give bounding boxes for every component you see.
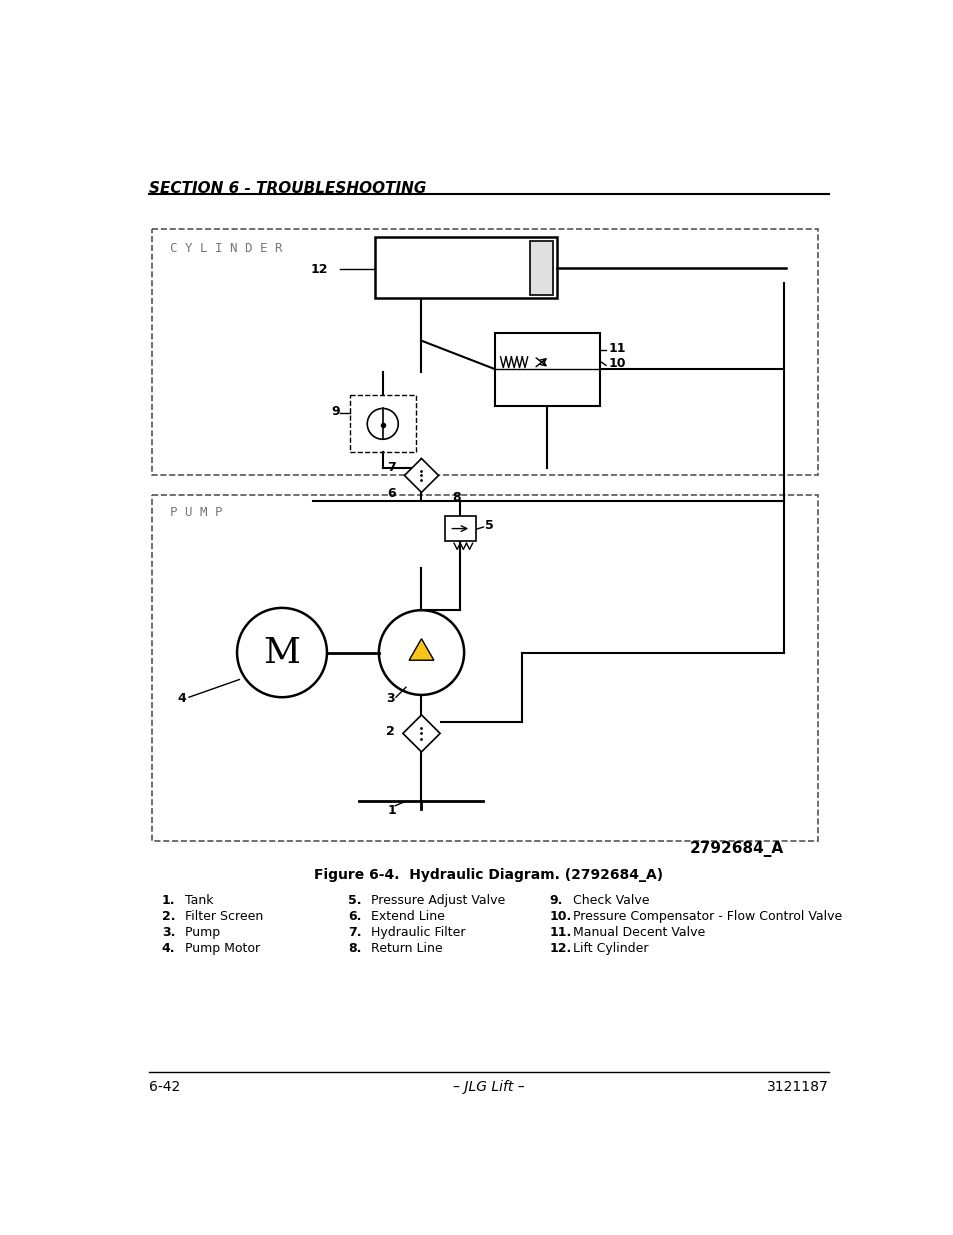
Text: 11: 11: [608, 342, 626, 354]
Text: 12: 12: [311, 263, 328, 275]
Bar: [530, 241, 553, 294]
Text: 5.: 5.: [348, 894, 361, 906]
Bar: [495, 333, 599, 406]
Text: Extend Line: Extend Line: [363, 910, 445, 923]
Text: 3.: 3.: [162, 926, 175, 939]
Bar: [444, 516, 476, 541]
Text: 2.: 2.: [162, 910, 175, 923]
Text: 8: 8: [452, 490, 460, 504]
Text: Filter Screen: Filter Screen: [177, 910, 263, 923]
Text: Check Valve: Check Valve: [564, 894, 649, 906]
Text: 9.: 9.: [549, 894, 562, 906]
Polygon shape: [409, 638, 434, 661]
Text: 10.: 10.: [549, 910, 571, 923]
Text: Pressure Compensator - Flow Control Valve: Pressure Compensator - Flow Control Valv…: [564, 910, 841, 923]
Bar: [152, 228, 818, 475]
Text: 6-42: 6-42: [149, 1079, 180, 1094]
Text: 1: 1: [388, 804, 396, 818]
Text: 11.: 11.: [549, 926, 571, 939]
Text: 9: 9: [331, 405, 340, 417]
Text: Tank: Tank: [177, 894, 213, 906]
Text: 2792684_A: 2792684_A: [689, 841, 783, 857]
Text: 4.: 4.: [162, 942, 175, 955]
Text: 6.: 6.: [348, 910, 361, 923]
Text: 10: 10: [608, 357, 626, 370]
Polygon shape: [402, 715, 439, 752]
Text: – JLG Lift –: – JLG Lift –: [453, 1079, 524, 1094]
Text: Manual Decent Valve: Manual Decent Valve: [564, 926, 704, 939]
Text: Pressure Adjust Valve: Pressure Adjust Valve: [363, 894, 505, 906]
Bar: [350, 395, 416, 452]
Bar: [375, 237, 557, 299]
Text: 7: 7: [387, 461, 395, 474]
Text: Lift Cylinder: Lift Cylinder: [564, 942, 648, 955]
Text: 12.: 12.: [549, 942, 571, 955]
Text: 6: 6: [387, 487, 395, 500]
Bar: [152, 495, 818, 841]
Text: 4: 4: [177, 693, 186, 705]
Text: 3121187: 3121187: [766, 1079, 828, 1094]
Text: P U M P: P U M P: [170, 506, 222, 519]
Text: SECTION 6 - TROUBLESHOOTING: SECTION 6 - TROUBLESHOOTING: [149, 180, 426, 195]
Text: 8.: 8.: [348, 942, 361, 955]
Text: Pump Motor: Pump Motor: [177, 942, 260, 955]
Text: Hydraulic Filter: Hydraulic Filter: [363, 926, 465, 939]
Text: Pump: Pump: [177, 926, 220, 939]
Text: M: M: [263, 636, 300, 669]
Text: Figure 6-4.  Hydraulic Diagram. (2792684_A): Figure 6-4. Hydraulic Diagram. (2792684_…: [314, 868, 662, 882]
Text: Return Line: Return Line: [363, 942, 442, 955]
Text: 7.: 7.: [348, 926, 361, 939]
Text: 1.: 1.: [162, 894, 175, 906]
Text: 2: 2: [385, 725, 394, 737]
Text: C Y L I N D E R: C Y L I N D E R: [170, 242, 282, 256]
Text: 3: 3: [385, 693, 394, 705]
Polygon shape: [404, 458, 438, 493]
Text: 5: 5: [484, 519, 494, 532]
